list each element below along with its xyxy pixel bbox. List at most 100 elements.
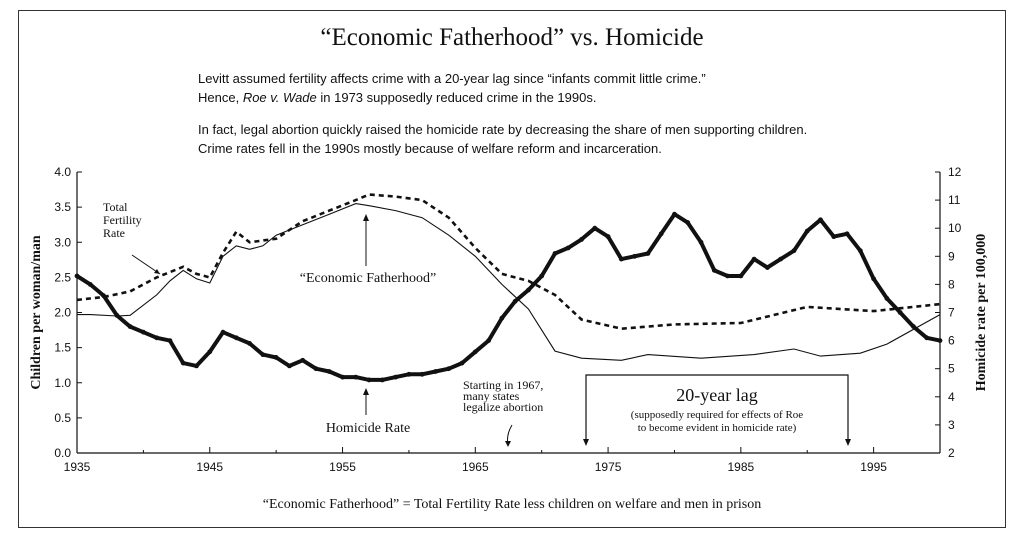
homicide-point	[765, 265, 770, 270]
y2-tick-label: 2	[948, 446, 955, 460]
homicide-point	[618, 256, 624, 262]
annotation-econ-fatherhood: “Economic Fatherhood”	[300, 271, 436, 286]
annotation-tfr: Rate	[103, 226, 125, 240]
homicide-point	[857, 248, 863, 254]
homicide-point	[539, 273, 545, 279]
x-tick-label: 1975	[595, 460, 622, 474]
y2-tick-label: 9	[948, 249, 955, 263]
homicide-point	[486, 338, 491, 343]
y-tick-label: 3.0	[54, 235, 71, 249]
y-tick-label: 2.0	[54, 306, 71, 320]
annotation-tfr: Fertility	[103, 213, 142, 227]
y-tick-label: 1.5	[54, 341, 71, 355]
homicide-point	[326, 369, 332, 374]
homicide-point	[433, 369, 438, 374]
homicide-point	[87, 282, 93, 287]
annotation-homicide-rate: Homicide Rate	[326, 421, 410, 436]
homicide-point	[924, 335, 930, 341]
homicide-point	[472, 349, 478, 355]
homicide-point	[738, 273, 744, 279]
homicide-point	[512, 298, 518, 304]
y2-tick-label: 6	[948, 334, 955, 348]
y-tick-label: 1.0	[54, 376, 71, 390]
intro-line-1: Levitt assumed fertility affects crime w…	[198, 71, 706, 86]
homicide-point	[127, 324, 133, 329]
x-tick-label: 1945	[196, 460, 223, 474]
annotation-tfr: Total	[103, 200, 128, 214]
homicide-point	[180, 360, 186, 366]
homicide-point	[287, 363, 292, 369]
homicide-point	[778, 256, 784, 262]
homicide-point	[884, 296, 890, 301]
homicide-point	[831, 234, 837, 240]
y-tick-label: 0.0	[54, 446, 71, 460]
y2-tick-label: 8	[948, 277, 955, 291]
homicide-point	[300, 357, 306, 363]
y2-axis-title: Homicide rate per 100,000	[974, 234, 989, 392]
y2-tick-label: 4	[948, 390, 955, 404]
homicide-point	[897, 310, 903, 315]
figure-frame	[18, 10, 1006, 528]
homicide-point	[937, 338, 943, 343]
homicide-point	[459, 360, 465, 366]
homicide-point	[565, 245, 571, 251]
tfr-pointer	[131, 254, 161, 275]
intro-line-2-post: in 1973 supposedly reduced crime in the …	[316, 90, 597, 105]
series-line-2	[75, 212, 941, 382]
y2-tick-label: 5	[948, 362, 955, 376]
homicide-point	[114, 312, 120, 318]
econ-pointer-head	[363, 214, 369, 221]
footnote: “Economic Fatherhood” = Total Fertility …	[262, 497, 762, 512]
1967-pointer-head	[505, 441, 511, 447]
homicide-point	[247, 341, 253, 346]
annotation-lag-note-2: to become evident in homicide rate)	[638, 422, 797, 434]
y-tick-label: 0.5	[54, 411, 71, 425]
y-tick-label: 4.0	[54, 165, 71, 179]
lag-box	[585, 374, 849, 440]
homicide-point	[273, 355, 279, 360]
homicide-point	[379, 377, 385, 383]
homicide-point	[592, 225, 598, 231]
homicide-point	[791, 248, 797, 254]
x-tick-label: 1935	[64, 460, 91, 474]
x-tick-label: 1955	[329, 460, 356, 474]
lag-arrow-left	[583, 439, 589, 446]
homicide-point	[871, 276, 877, 282]
y2-tick-label: 10	[948, 221, 962, 235]
homicide-point	[818, 217, 823, 223]
intro-line-4: Crime rates fell in the 1990s mostly bec…	[198, 141, 662, 156]
homicide-point	[672, 211, 677, 217]
homicide-point	[207, 349, 213, 355]
series-line-1	[77, 203, 941, 361]
homicide-point	[645, 251, 651, 256]
y2-tick-label: 11	[948, 193, 961, 207]
intro-line-2: Hence, Roe v. Wade in 1973 supposedly re…	[198, 89, 958, 106]
homicide-point	[685, 220, 691, 225]
y-tick-label: 2.5	[54, 270, 71, 284]
homicide-point	[911, 324, 916, 329]
homicide-point	[340, 374, 345, 380]
homicide-point	[393, 374, 399, 380]
homicide-point	[154, 335, 160, 341]
annotation-1967: legalize abortion	[463, 400, 543, 414]
homicide-point	[751, 256, 757, 262]
intro-line-2-pre: Hence,	[198, 90, 243, 105]
homicide-point	[804, 228, 810, 234]
tfr-pointer-head	[154, 269, 160, 274]
homicide-point	[194, 363, 199, 369]
homicide-point	[419, 371, 425, 377]
homicide-point	[605, 234, 611, 240]
homicide-point	[552, 251, 558, 256]
homicide-point	[526, 287, 531, 293]
page-title: “Economic Fatherhood” vs. Homicide	[320, 24, 704, 51]
homicide-point	[658, 231, 664, 237]
homicide-point	[353, 374, 359, 380]
y-tick-label: 3.5	[54, 200, 71, 214]
annotation-lag-title: 20-year lag	[676, 385, 757, 405]
homicide-point	[632, 253, 638, 259]
homicide-point	[74, 273, 80, 279]
annotation-lag-note-1: (supposedly required for effects of Roe	[631, 409, 803, 421]
y2-tick-label: 7	[948, 306, 955, 320]
x-tick-label: 1985	[727, 460, 754, 474]
